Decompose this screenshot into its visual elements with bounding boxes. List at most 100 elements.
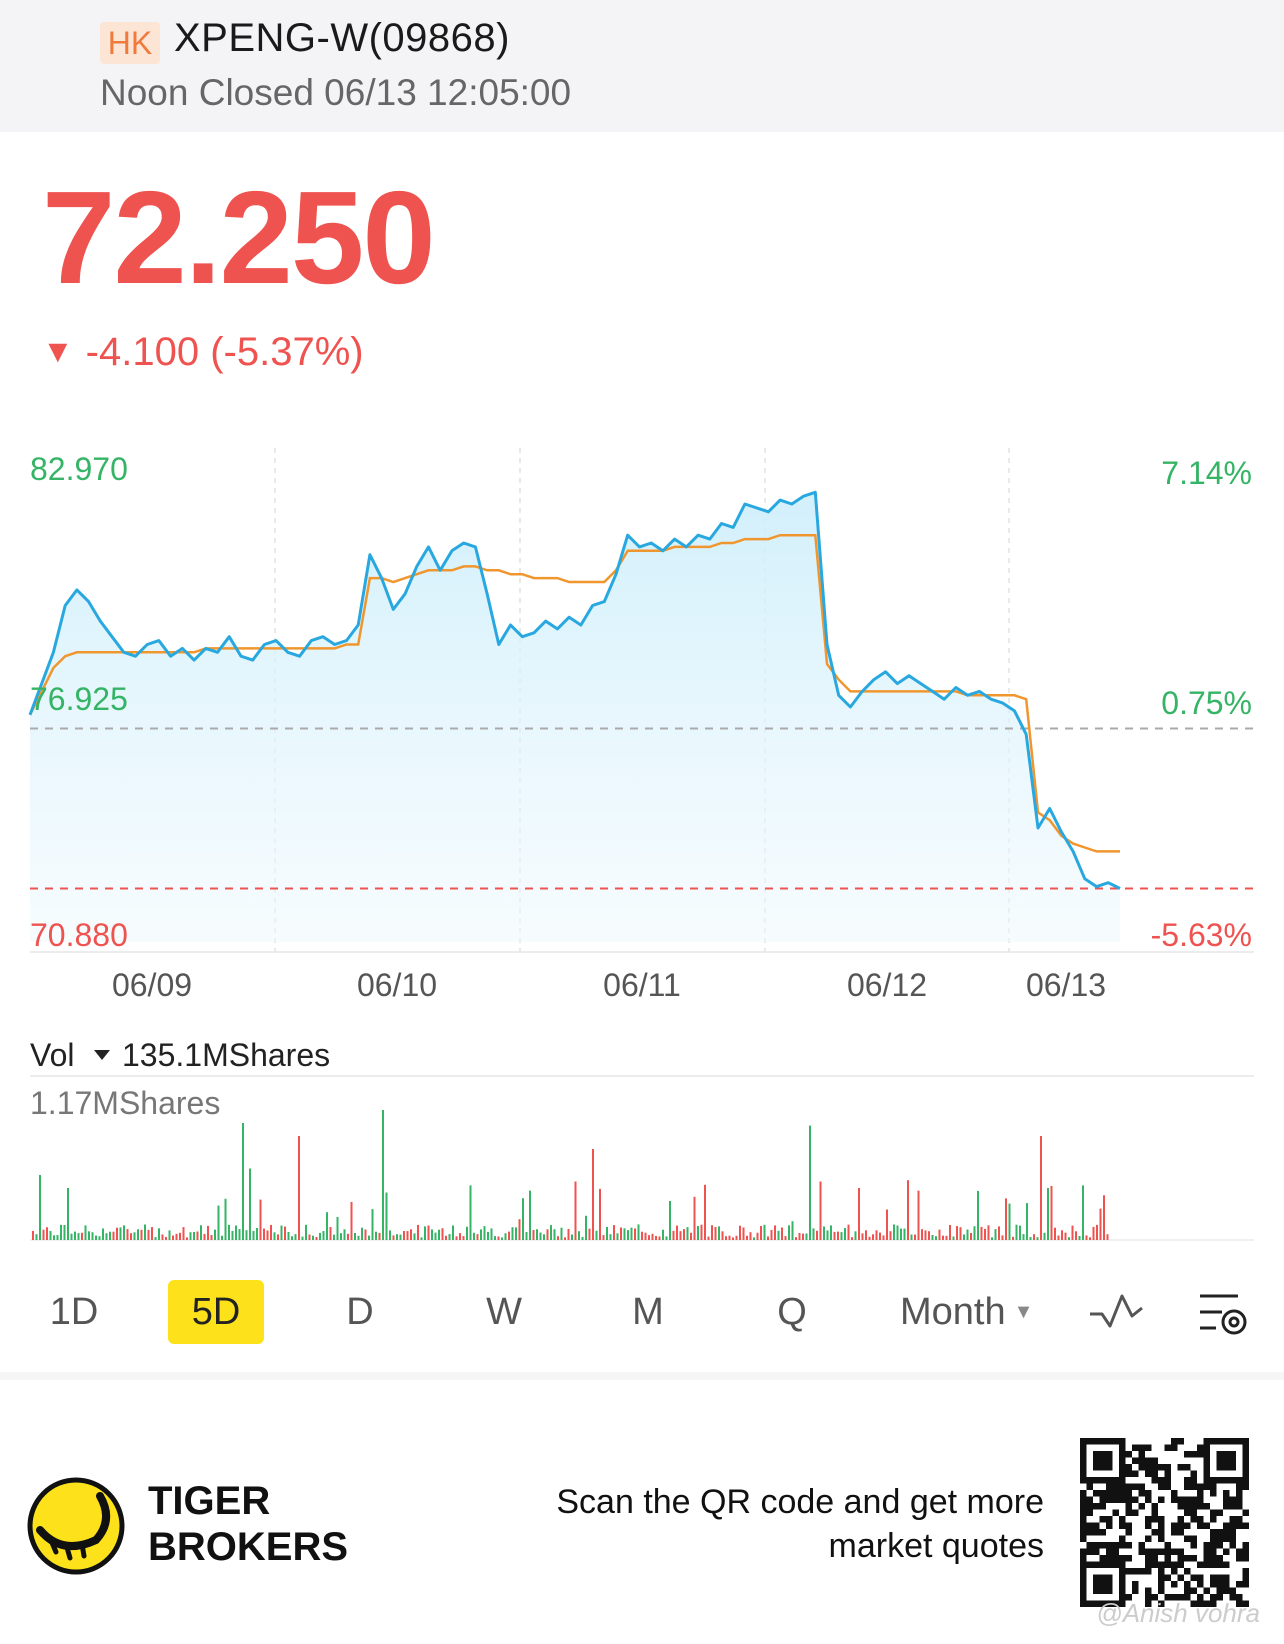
volume-bar: [410, 1229, 412, 1240]
price-chart[interactable]: 82.970 76.925 70.880 7.14% 0.75% -5.63% …: [0, 0, 1284, 1241]
volume-bar: [182, 1227, 185, 1240]
volume-bar: [1050, 1186, 1053, 1240]
volume-bar: [203, 1233, 206, 1240]
volume-bar: [553, 1229, 556, 1240]
volume-bar: [210, 1235, 213, 1240]
last-price: 72.250: [42, 164, 436, 311]
volume-bar: [140, 1229, 143, 1240]
volume-bar: [819, 1181, 822, 1240]
volume-bar: [273, 1232, 276, 1240]
chart-settings-icon[interactable]: [1200, 1294, 1247, 1335]
volume-bar: [224, 1198, 227, 1240]
volume-bar: [81, 1232, 83, 1240]
y-right-mid-label: 0.75%: [1161, 685, 1252, 721]
tab-q[interactable]: Q: [777, 1291, 807, 1333]
volume-bar: [945, 1235, 948, 1240]
volume-bar: [1103, 1195, 1105, 1240]
volume-bar: [399, 1234, 402, 1240]
volume-bar: [679, 1231, 682, 1240]
volume-bar: [417, 1224, 419, 1240]
volume-bar: [858, 1188, 860, 1240]
volume-total: 135.1MShares: [122, 1037, 330, 1073]
x-label-0611: 06/11: [603, 967, 681, 1003]
volume-bar: [1057, 1235, 1060, 1240]
volume-bar: [385, 1192, 388, 1240]
volume-bar: [1026, 1203, 1028, 1240]
volume-bar: [742, 1227, 745, 1240]
volume-bar: [998, 1226, 1000, 1240]
tab-5d[interactable]: 5D: [168, 1280, 264, 1344]
price-area: [30, 492, 1120, 942]
volume-bar: [931, 1235, 934, 1240]
volume-bar: [294, 1234, 297, 1240]
volume-bar: [882, 1235, 885, 1240]
x-label-0609: 06/09: [112, 967, 192, 1003]
volume-bar: [935, 1236, 937, 1240]
volume-bar: [557, 1236, 559, 1240]
indicator-icon[interactable]: [1090, 1294, 1143, 1328]
volume-bar: [686, 1227, 689, 1240]
promo-line-2: market quotes: [828, 1527, 1044, 1565]
price-change: ▼ -4.100 (-5.37%): [42, 330, 364, 375]
volume-bar: [396, 1234, 398, 1240]
vwap-line: [28, 533, 1120, 853]
y-left-mid-label: 76.925: [30, 681, 128, 717]
volume-dropdown-icon[interactable]: [94, 1050, 110, 1060]
qr-code[interactable]: [1078, 1436, 1250, 1608]
volume-bar: [308, 1234, 311, 1240]
volume-bar: [56, 1235, 59, 1240]
volume-bar: [172, 1235, 174, 1240]
volume-bar: [126, 1229, 129, 1240]
volume-bar: [406, 1231, 409, 1240]
tab-m[interactable]: M: [632, 1291, 664, 1333]
tab-1d[interactable]: 1D: [49, 1291, 99, 1333]
volume-bar: [329, 1227, 332, 1240]
volume-bar: [431, 1229, 433, 1240]
y-left-top-label: 82.970: [30, 451, 128, 487]
tab-month-dropdown[interactable]: Month ▼: [900, 1280, 1033, 1344]
volume-bar: [1019, 1225, 1021, 1240]
volume-bar: [798, 1233, 801, 1240]
volume-bar: [217, 1205, 220, 1240]
volume-bar: [105, 1233, 108, 1240]
volume-bar: [448, 1234, 451, 1240]
volume-bar: [60, 1224, 62, 1240]
volume-bar: [319, 1232, 321, 1240]
tab-d[interactable]: D: [346, 1291, 374, 1333]
volume-bar: [501, 1237, 503, 1240]
volume-bar: [522, 1198, 524, 1240]
volume-label[interactable]: Vol: [30, 1037, 74, 1073]
volume-bar: [707, 1236, 710, 1240]
volume-bar: [1061, 1230, 1063, 1240]
volume-bar: [459, 1233, 461, 1240]
volume-bar: [1078, 1236, 1081, 1240]
volume-bar: [973, 1226, 976, 1240]
volume-bar: [490, 1228, 493, 1240]
volume-bar: [1012, 1236, 1014, 1240]
volume-bar: [641, 1231, 643, 1240]
volume-bar: [823, 1226, 825, 1240]
volume-bar: [403, 1231, 405, 1240]
volume-bar: [74, 1231, 76, 1240]
volume-bar: [375, 1231, 377, 1240]
volume-bar: [112, 1231, 115, 1240]
volume-bar: [1071, 1225, 1074, 1240]
volume-bar: [424, 1226, 426, 1240]
volume-bar: [966, 1229, 969, 1240]
volume-bar: [585, 1215, 587, 1240]
volume-bar: [137, 1229, 139, 1240]
header-bar: HK XPENG-W(09868) Noon Closed 06/13 12:0…: [0, 0, 1284, 132]
volume-bar: [91, 1232, 94, 1240]
volume-bar: [886, 1209, 888, 1240]
tab-w[interactable]: W: [486, 1291, 522, 1333]
volume-bar: [662, 1229, 664, 1240]
volume-bar: [700, 1224, 703, 1240]
volume-bar: [333, 1234, 335, 1240]
volume-bar: [949, 1225, 951, 1240]
volume-bar: [753, 1237, 755, 1240]
volume-bar: [942, 1235, 944, 1240]
volume-bar: [907, 1180, 909, 1240]
volume-bar: [525, 1232, 528, 1240]
volume-bar: [186, 1237, 188, 1240]
volume-bar: [123, 1225, 125, 1240]
